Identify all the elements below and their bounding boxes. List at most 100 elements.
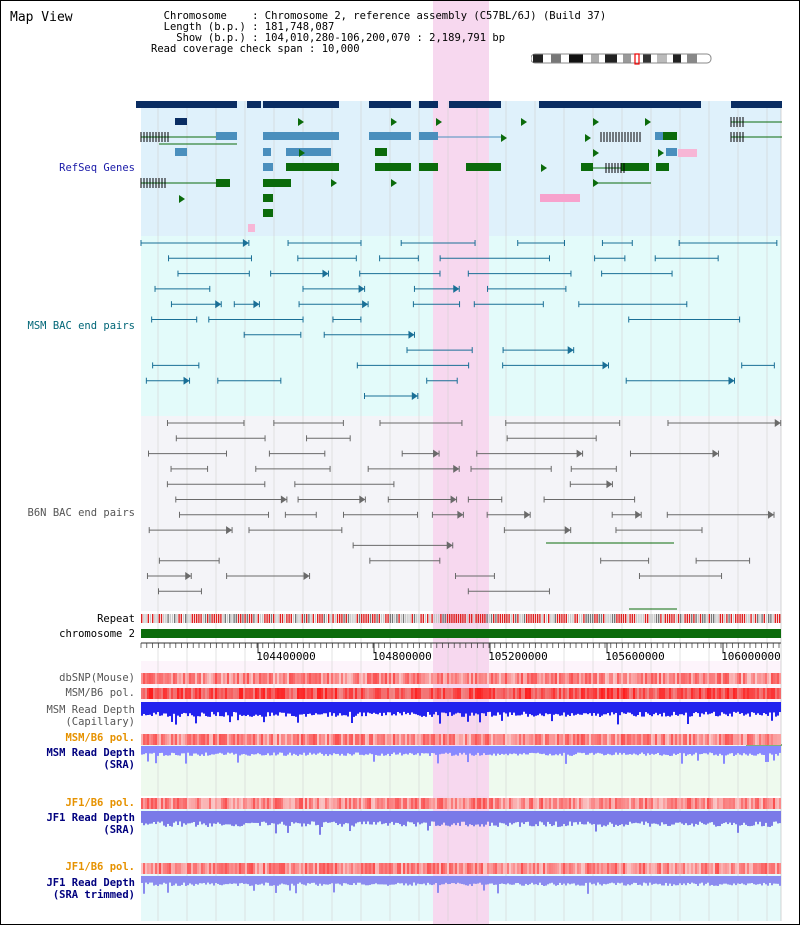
track-label-msm-depth-capillary[interactable]: MSM Read Depth [46, 704, 135, 716]
jf1-pol-heat-cell [235, 798, 237, 809]
dbsnp-heat-cell [253, 673, 255, 684]
repeat-element [413, 614, 416, 623]
msm-pol-heat-cell [345, 688, 347, 699]
jf1-pol-2-heat-cell [227, 863, 229, 874]
track-label-jf1-depth-sra[interactable]: JF1 Read Depth [46, 812, 135, 824]
msm-capillary-depth-bar [431, 702, 433, 717]
msm-pol-heat-cell [291, 688, 293, 699]
jf1-sra-depth-bar [515, 811, 517, 823]
msm-pol-heat-cell [503, 688, 505, 699]
repeat-element [614, 614, 616, 623]
repeat-element [422, 614, 424, 623]
repeat-element [449, 614, 451, 623]
repeat-element [499, 614, 501, 623]
dbsnp-heat-cell [735, 673, 737, 684]
msm-capillary-depth-bar [707, 702, 709, 715]
jf1-sra-depth-bar [649, 811, 651, 827]
msm-pol-heat-cell [149, 688, 151, 699]
msm-pol-sra-heat-cell [211, 734, 213, 745]
msm-pol-sra-heat-cell [347, 734, 349, 745]
jf1-sra-depth-bar [169, 811, 171, 826]
jf1-pol-heat-cell [205, 798, 207, 809]
msm-sra-depth-bar [625, 746, 627, 755]
jf1-pol-2-heat-cell [461, 863, 463, 874]
msm-pol-heat-cell [371, 688, 373, 699]
msm-pol-heat-cell [493, 688, 495, 699]
track-label-dbsnp[interactable]: dbSNP(Mouse) [59, 672, 135, 684]
jf1-sra-depth-bar [567, 811, 569, 826]
repeat-element [231, 614, 233, 623]
jf1-trimmed-depth-bar [487, 876, 489, 885]
chromosome-value: Chromosome 2, reference assembly (C57BL/… [264, 10, 607, 22]
msm-pol-heat-cell [213, 688, 215, 699]
dbsnp-heat-cell [513, 673, 515, 684]
jf1-pol-2-heat-cell [447, 863, 449, 874]
msm-pol-sra-heat-cell [705, 734, 707, 745]
jf1-sra-depth-bar [241, 811, 243, 826]
jf1-pol-2-heat-cell [471, 863, 473, 874]
track-label-msm-bac[interactable]: MSM BAC end pairs [27, 320, 135, 332]
msm-pol-sra-heat-cell [265, 734, 267, 745]
jf1-sra-depth-bar [571, 811, 573, 826]
jf1-sra-depth-bar [675, 811, 677, 823]
jf1-pol-2-heat-cell [747, 863, 749, 874]
msm-pol-sra-heat-cell [645, 734, 647, 745]
track-label-refseq[interactable]: RefSeq Genes [59, 162, 135, 174]
repeat-element [257, 614, 259, 623]
jf1-pol-heat-cell [281, 798, 283, 809]
jf1-trimmed-depth-bar [285, 876, 287, 885]
repeat-element [167, 614, 169, 623]
jf1-pol-heat-cell [309, 798, 311, 809]
repeat-element [743, 614, 746, 623]
jf1-trimmed-depth-bar [269, 876, 271, 886]
repeat-element [776, 614, 779, 623]
track-label-jf1-depth-trimmed[interactable]: JF1 Read Depth [46, 877, 135, 889]
track-label-msm-b6-pol-sra[interactable]: MSM/B6 pol. [65, 732, 135, 744]
msm-pol-sra-heat-cell [179, 734, 181, 745]
track-label-msm-b6-pol[interactable]: MSM/B6 pol. [65, 687, 135, 699]
jf1-pol-2-heat-cell [387, 863, 389, 874]
msm-pol-heat-cell [187, 688, 189, 699]
jf1-pol-2-heat-cell [157, 863, 159, 874]
jf1-pol-heat-cell [699, 798, 701, 809]
repeat-element [343, 614, 345, 623]
chromosome-ideogram[interactable] [531, 53, 713, 65]
jf1-trimmed-depth-bar [521, 876, 523, 886]
msm-pol-sra-heat-cell [717, 734, 719, 745]
jf1-pol-2-heat-cell [153, 863, 155, 874]
dbsnp-heat-cell [371, 673, 373, 684]
jf1-pol-heat-cell [701, 798, 703, 809]
track-label-jf1-b6-pol[interactable]: JF1/B6 pol. [65, 797, 135, 809]
msm-capillary-depth-bar [443, 702, 445, 713]
jf1-trimmed-depth-bar [403, 876, 405, 886]
dbsnp-heat-cell [621, 673, 623, 684]
msm-sra-depth-bar [603, 746, 605, 756]
ruler-tick-label: 105600000 [605, 650, 665, 663]
msm-pol-heat-cell [209, 688, 211, 699]
jf1-sra-depth-bar [319, 811, 321, 835]
jf1-trimmed-depth-bar [627, 876, 629, 885]
msm-sra-depth-bar [747, 746, 749, 756]
msm-sra-depth-bar [503, 746, 505, 755]
track-label-jf1-b6-pol-2[interactable]: JF1/B6 pol. [65, 861, 135, 873]
msm-pol-sra-heat-cell [577, 734, 579, 745]
msm-capillary-depth-bar [579, 702, 581, 715]
repeat-element [600, 614, 603, 623]
jf1-sra-depth-bar [665, 811, 667, 825]
dbsnp-heat-cell [697, 673, 699, 684]
gene-feature [375, 148, 387, 156]
msm-sra-depth-bar [587, 746, 589, 755]
jf1-sra-depth-bar [235, 811, 237, 825]
repeat-element [726, 614, 728, 623]
track-label-b6n-bac[interactable]: B6N BAC end pairs [27, 507, 135, 519]
msm-capillary-depth-bar [281, 702, 283, 713]
msm-pol-heat-cell [563, 688, 565, 699]
msm-sra-depth-bar [591, 746, 593, 753]
msm-pol-heat-cell [675, 688, 677, 699]
track-label-msm-depth-sra[interactable]: MSM Read Depth [46, 747, 135, 759]
b6n-bac-pair-arrow [303, 572, 310, 580]
msm-capillary-depth-bar [323, 702, 325, 714]
jf1-sra-depth-bar [609, 811, 611, 823]
msm-sra-depth-bar [355, 746, 357, 753]
